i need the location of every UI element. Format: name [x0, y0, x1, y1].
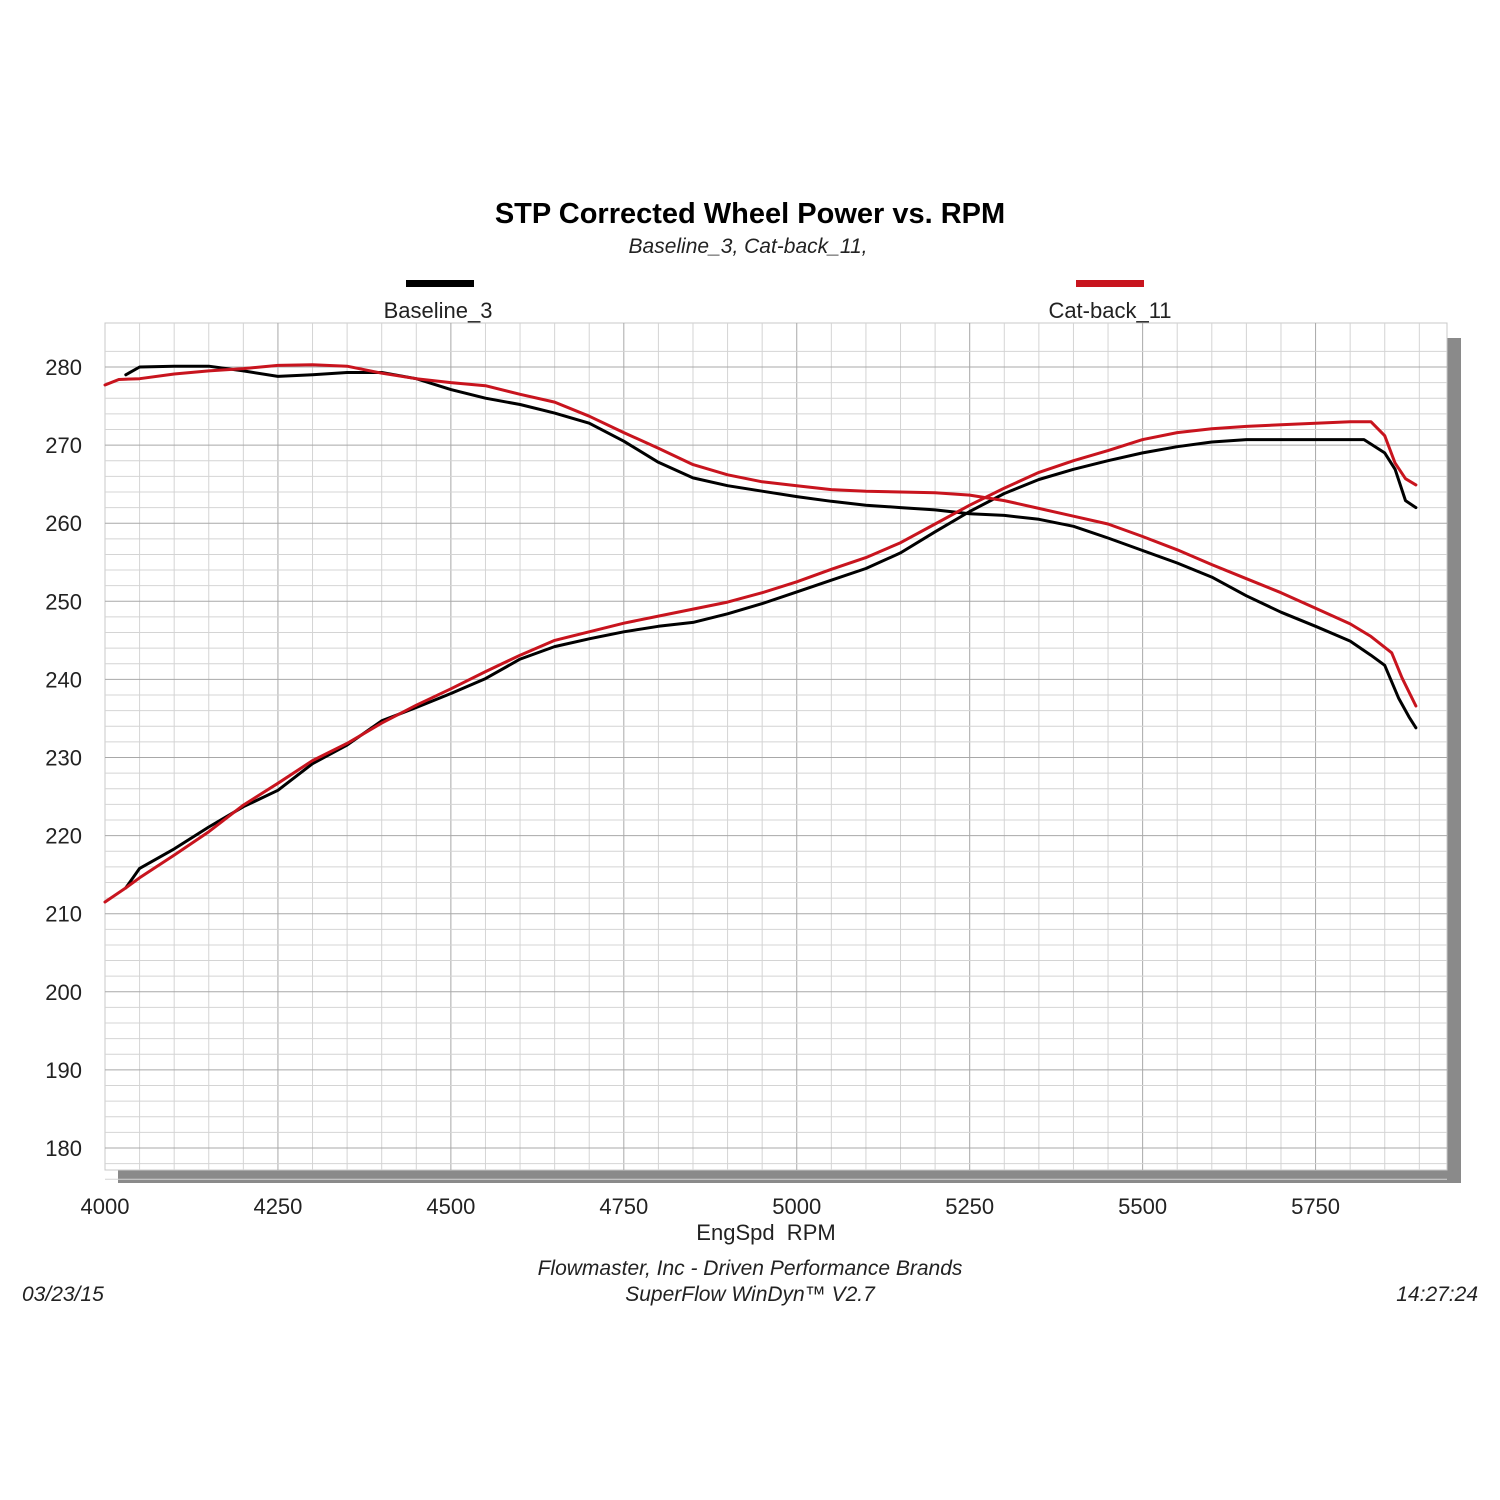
legend-swatch-catback: [1076, 280, 1144, 287]
y-axis-ticks: 180 190 200 210 220 230 240 250 260 270 280: [45, 355, 82, 1161]
y-tick-label: 260: [45, 511, 82, 536]
legend-swatch-baseline: [406, 280, 474, 287]
chart-title: STP Corrected Wheel Power vs. RPM: [495, 198, 1005, 230]
y-tick-label: 230: [45, 746, 82, 771]
series-line-catback-power: [103, 420, 1418, 904]
series-line-catback-torque: [103, 363, 1418, 708]
x-axis-ticks: 4000 4250 4500 4750 5000 5250 5500 5750: [81, 1194, 1341, 1219]
x-axis-label: EngSpd RPM: [696, 1220, 835, 1245]
legend-label-baseline: Baseline_3: [384, 298, 493, 323]
x-tick-label: 5750: [1291, 1194, 1340, 1219]
legend: Baseline_3 Cat-back_11: [384, 280, 1172, 323]
grid: [105, 323, 1447, 1180]
y-tick-label: 180: [45, 1136, 82, 1161]
x-tick-label: 5000: [772, 1194, 821, 1219]
y-tick-label: 200: [45, 980, 82, 1005]
footer-company: Flowmaster, Inc - Driven Performance Bra…: [538, 1257, 963, 1280]
series-line-baseline-torque: [124, 364, 1418, 730]
legend-label-catback: Cat-back_11: [1048, 298, 1171, 323]
y-tick-label: 240: [45, 667, 82, 692]
y-tick-label: 220: [45, 824, 82, 849]
y-tick-label: 270: [45, 433, 82, 458]
plot-area: [104, 322, 1448, 1171]
y-tick-label: 190: [45, 1058, 82, 1083]
x-tick-label: 4750: [599, 1194, 648, 1219]
y-tick-label: 280: [45, 355, 82, 380]
footer-time: 14:27:24: [1396, 1283, 1478, 1306]
x-tick-label: 5250: [945, 1194, 994, 1219]
footer-date: 03/23/15: [22, 1283, 104, 1306]
x-tick-label: 5500: [1118, 1194, 1167, 1219]
y-tick-label: 250: [45, 589, 82, 614]
data-lines: [103, 363, 1418, 904]
y-tick-label: 210: [45, 902, 82, 927]
x-tick-label: 4000: [81, 1194, 130, 1219]
series-line-baseline-power: [124, 438, 1418, 890]
footer-software: SuperFlow WinDyn™ V2.7: [625, 1283, 876, 1306]
x-tick-label: 4500: [426, 1194, 475, 1219]
x-tick-label: 4250: [253, 1194, 302, 1219]
chart-subtitle: Baseline_3, Cat-back_11,: [629, 235, 868, 258]
